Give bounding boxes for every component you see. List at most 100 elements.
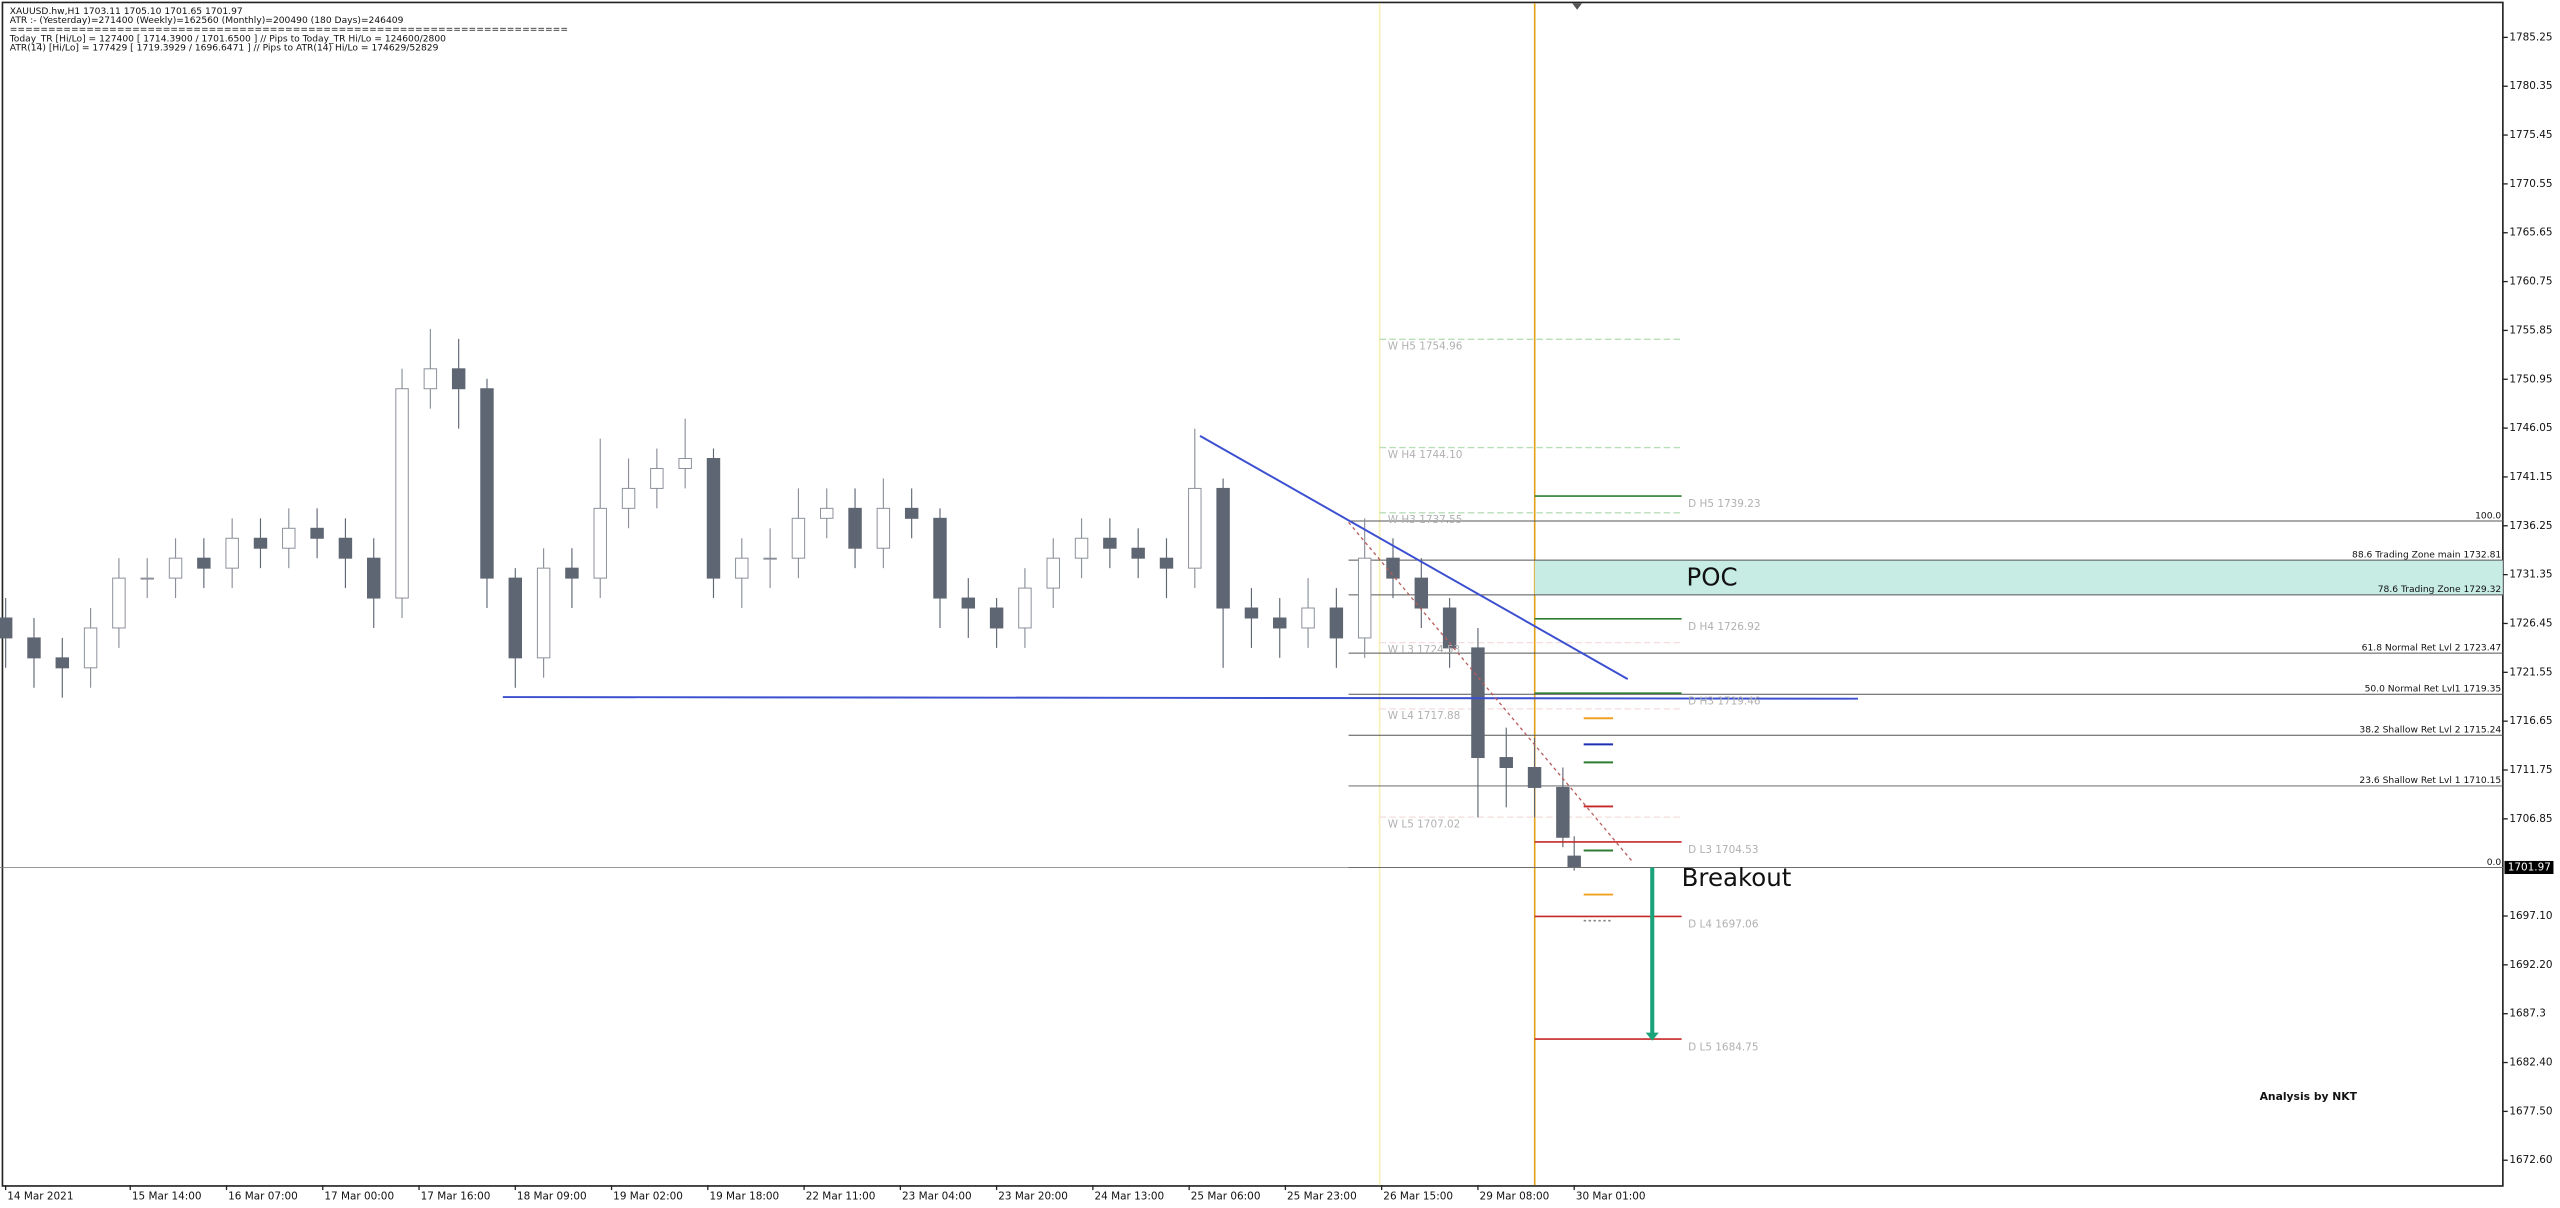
x-tick-label: 22 Mar 11:00 [806, 1191, 876, 1203]
candle-body [423, 368, 438, 390]
candle-body [1499, 757, 1513, 768]
x-tick-label: 17 Mar 16:00 [421, 1191, 491, 1203]
candle-body [197, 557, 211, 569]
candle-body [140, 577, 154, 580]
y-tick-label: 1750.95 [2509, 373, 2552, 385]
y-tick-label: 1697.10 [2509, 910, 2552, 922]
y-tick-label: 1731.35 [2509, 569, 2552, 581]
y-tick-label: 1672.60 [2509, 1154, 2552, 1166]
last-price-label: 1701.97 [2508, 861, 2551, 873]
fib-label: 78.6 Trading Zone 1729.32 [2378, 585, 2501, 595]
candle-body [1556, 786, 1570, 838]
shift-marker [1572, 3, 1583, 10]
candle-body [508, 577, 523, 659]
candle-body [1471, 647, 1485, 759]
header-line: Today_TR [Hi/Lo] = 127400 [ 1714.3900 / … [9, 34, 446, 44]
x-tick-label: 23 Mar 20:00 [998, 1191, 1068, 1203]
last-price-box [2504, 860, 2554, 875]
fib-label: 88.6 Trading Zone main 1732.81 [2352, 550, 2501, 560]
daily-pivot-label: D H3 1719.46 [1688, 695, 1760, 707]
text-layer: XAUUSD.hw,H1 1703.11 1705.10 1701.65 170… [7, 7, 2554, 1203]
daily-pivot-label: D H5 1739.23 [1688, 498, 1760, 510]
candle-body [1301, 607, 1315, 629]
weekly-pivot-label: W H3 1737.55 [1388, 514, 1463, 526]
trend-line [1199, 435, 1629, 680]
daily-pivot-label: D H4 1726.92 [1688, 621, 1760, 633]
candle-body [395, 388, 409, 599]
fib-label: 38.2 Shallow Ret Lvl 2 1715.24 [2359, 725, 2501, 735]
candle-body [876, 507, 891, 549]
candle-body [820, 507, 834, 519]
weekly-pivot-label: W L3 1724.53 [1388, 644, 1461, 656]
x-tick-label: 23 Mar 04:00 [902, 1191, 972, 1203]
candle-body [0, 617, 13, 639]
candle-body [735, 557, 749, 579]
y-tick-label: 1716.65 [2509, 715, 2552, 727]
candle-body [1046, 557, 1060, 589]
y-tick-label: 1770.55 [2509, 178, 2552, 190]
candle-body [1414, 577, 1429, 609]
daily-pivot-label: D L5 1684.75 [1688, 1041, 1758, 1053]
y-tick-label: 1721.55 [2509, 666, 2552, 678]
x-tick-label: 15 Mar 14:00 [132, 1191, 202, 1203]
candle-body [989, 607, 1004, 629]
y-tick-label: 1775.45 [2509, 129, 2552, 141]
candle-body [1442, 607, 1457, 649]
daily-pivot-label: D L3 1704.53 [1688, 844, 1758, 856]
candle-body [1357, 557, 1372, 639]
candle-body [112, 577, 126, 629]
credit: Analysis by NKT [2260, 1090, 2358, 1103]
candle-body [253, 537, 268, 549]
candle-body [225, 537, 239, 569]
y-tick-label: 1755.85 [2509, 324, 2552, 336]
candle-body [480, 388, 494, 579]
x-tick-label: 24 Mar 13:00 [1095, 1191, 1165, 1203]
candle-body [706, 458, 721, 579]
candle-body [1386, 557, 1400, 579]
candle-body [451, 368, 466, 390]
header-line: ATR(14) [Hi/Lo] = 177429 [ 1719.3929 / 1… [10, 43, 439, 53]
fib-diagonal [1348, 521, 1634, 863]
fib-label: 100.0 [2475, 511, 2501, 521]
candle-body [55, 657, 70, 669]
candle-body [1131, 547, 1145, 559]
y-tick-label: 1780.35 [2509, 80, 2552, 92]
fib-label: 0.0 [2487, 858, 2502, 868]
candle-body [1074, 537, 1089, 559]
candle-body [848, 507, 862, 549]
x-tick-label: 29 Mar 08:00 [1480, 1191, 1550, 1203]
x-tick-label: 18 Mar 09:00 [517, 1191, 587, 1203]
candle-body [83, 627, 98, 669]
y-tick-label: 1682.40 [2509, 1057, 2552, 1069]
breakout-label: Breakout [1682, 863, 1792, 892]
candle-body [763, 557, 777, 560]
fib-label: 61.8 Normal Ret Lvl 2 1723.47 [2362, 643, 2502, 653]
x-tick-label: 17 Mar 00:00 [324, 1191, 394, 1203]
x-tick-label: 26 Mar 15:00 [1383, 1191, 1453, 1203]
candle-body [536, 567, 551, 659]
candle-body [282, 527, 296, 549]
under-layer [5, 36, 2508, 1191]
weekly-pivot-label: W H4 1744.10 [1388, 449, 1463, 461]
candle-body [1244, 607, 1259, 619]
x-tick-label: 19 Mar 02:00 [613, 1191, 683, 1203]
candle-body [1018, 587, 1032, 629]
candle-body [1188, 487, 1202, 569]
fib-label: 23.6 Shallow Ret Lvl 1 1710.15 [2359, 776, 2501, 786]
candle-body [367, 557, 381, 599]
y-tick-label: 1706.85 [2509, 813, 2552, 825]
y-tick-label: 1711.75 [2509, 764, 2552, 776]
x-tick-label: 16 Mar 07:00 [228, 1191, 298, 1203]
poc-zone [1534, 560, 2503, 595]
poc-label: POC [1687, 562, 1738, 591]
header-line: XAUUSD.hw,H1 1703.11 1705.10 1701.65 170… [10, 7, 243, 17]
y-tick-label: 1692.20 [2509, 959, 2552, 971]
y-tick-label: 1765.65 [2509, 227, 2552, 239]
candle-body [678, 458, 692, 469]
candle-body [1216, 487, 1230, 609]
y-tick-label: 1760.75 [2509, 276, 2552, 288]
y-tick-label: 1741.15 [2509, 471, 2552, 483]
candle-body [933, 517, 947, 599]
